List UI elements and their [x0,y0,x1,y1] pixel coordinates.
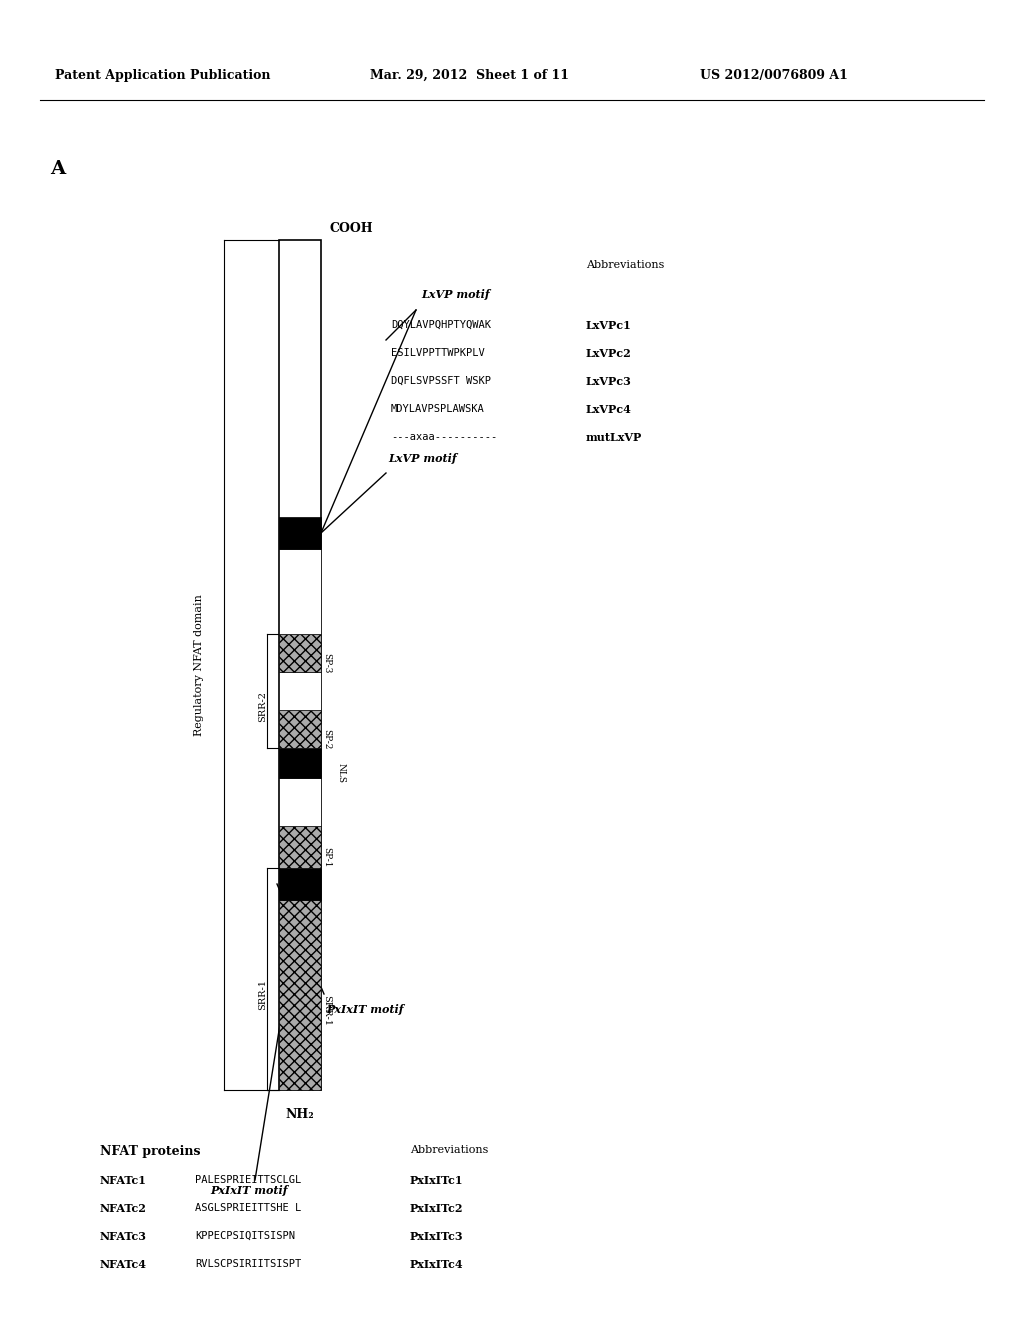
Text: ESILVPPTTWPKPLV: ESILVPPTTWPKPLV [391,348,484,358]
Text: LxVPc4: LxVPc4 [586,404,632,414]
Text: LxVP motif: LxVP motif [388,453,457,465]
Text: Patent Application Publication: Patent Application Publication [55,69,270,82]
Text: SRR-1: SRR-1 [258,979,267,1010]
Text: A: A [50,160,66,178]
Bar [279,672,321,710]
Text: LxVP motif: LxVP motif [421,289,489,300]
Text: PALESPRIEITTSCLGL: PALESPRIEITTSCLGL [195,1175,301,1185]
Text: ---axaa----------: ---axaa---------- [391,432,498,442]
Text: PxIxITc1: PxIxITc1 [410,1175,464,1185]
Text: NH₂: NH₂ [286,1107,314,1121]
Text: PxIxITc3: PxIxITc3 [410,1232,464,1242]
Text: MDYLAVPSPLAWSKA: MDYLAVPSPLAWSKA [391,404,484,414]
Text: ASGLSPRIEITTSHE L: ASGLSPRIEITTSHE L [195,1203,301,1213]
Text: NFAT proteins: NFAT proteins [100,1144,201,1158]
Bar [279,634,321,672]
Text: NFATc4: NFATc4 [100,1259,147,1270]
Text: PxIxIT motif: PxIxIT motif [326,1005,403,1015]
Text: COOH: COOH [329,222,373,235]
Text: SP-1: SP-1 [323,847,332,867]
Text: NFATc3: NFATc3 [100,1232,147,1242]
Bar [279,240,321,1090]
Text: NFATc1: NFATc1 [100,1175,146,1185]
Text: SRR-2: SRR-2 [258,690,267,722]
Text: Regulatory NFAT domain: Regulatory NFAT domain [194,594,204,737]
Text: Abbreviations: Abbreviations [586,260,665,271]
Text: KPPECPSIQITSISPN: KPPECPSIQITSISPN [195,1232,295,1241]
Text: SRR-1: SRR-1 [323,995,332,1026]
Text: DQFLSVPSSFT WSKP: DQFLSVPSSFT WSKP [391,376,490,385]
Text: PxIxIT motif: PxIxIT motif [210,1185,288,1196]
Text: LxVPc1: LxVPc1 [586,319,632,331]
Bar [279,869,321,900]
Text: Abbreviations: Abbreviations [410,1144,488,1155]
Text: PxIxITc2: PxIxITc2 [410,1203,464,1214]
Bar [279,900,321,1090]
Bar [279,517,321,549]
Text: LxVPc2: LxVPc2 [586,348,632,359]
Text: mutLxVP: mutLxVP [586,432,642,444]
Bar [279,826,321,869]
Text: NLS: NLS [337,763,345,783]
Text: US 2012/0076809 A1: US 2012/0076809 A1 [700,69,848,82]
Text: Mar. 29, 2012  Sheet 1 of 11: Mar. 29, 2012 Sheet 1 of 11 [370,69,569,82]
Text: PxIxITc4: PxIxITc4 [410,1259,464,1270]
Text: DQYLAVPQHPTYQWAK: DQYLAVPQHPTYQWAK [391,319,490,330]
Bar [279,549,321,634]
Text: RVLSCPSIRIITSISPT: RVLSCPSIRIITSISPT [195,1259,301,1269]
Bar [279,748,321,777]
Text: LxVPc3: LxVPc3 [586,376,632,387]
Bar [279,710,321,748]
Text: SP-2: SP-2 [323,729,332,750]
Text: NFATc2: NFATc2 [100,1203,146,1214]
Bar [279,777,321,826]
Text: SP-3: SP-3 [323,653,332,673]
